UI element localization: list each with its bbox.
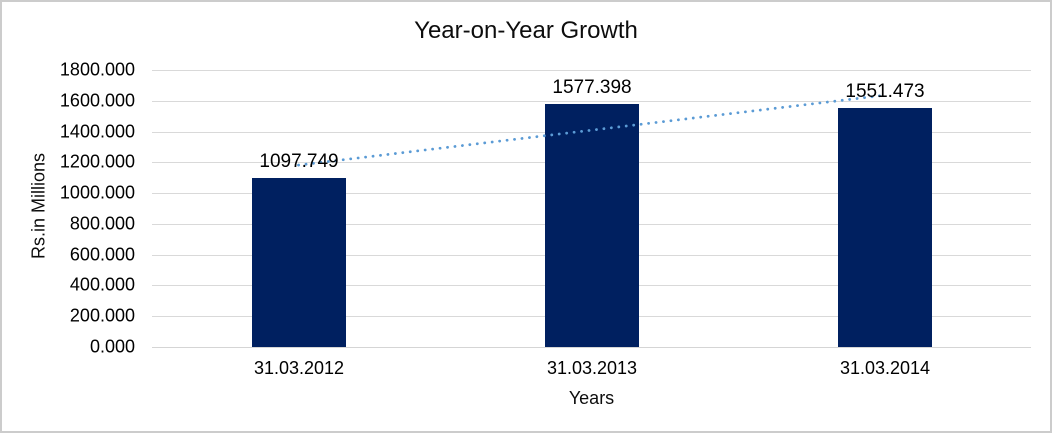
gridline [152, 70, 1031, 71]
data-label: 1097.749 [259, 151, 339, 172]
data-label: 1577.398 [552, 77, 632, 98]
y-tick-label: 600.000 [69, 244, 135, 265]
category-label: 31.03.2012 [253, 358, 345, 378]
y-tick-label: 800.000 [69, 213, 135, 234]
y-tick-label: 1400.000 [59, 121, 135, 142]
category-label: 31.03.2013 [546, 358, 638, 378]
bar-31.03.2014 [838, 108, 932, 347]
y-tick-label: 0.000 [89, 336, 135, 357]
y-tick-label: 1200.000 [59, 151, 135, 172]
bar-31.03.2013 [545, 104, 639, 347]
chart-title: Year-on-Year Growth [414, 17, 638, 44]
category-label: 31.03.2014 [839, 358, 931, 378]
bar-31.03.2012 [252, 178, 346, 347]
y-tick-label: 1600.000 [59, 90, 135, 111]
x-axis-line [152, 347, 1031, 348]
y-tick-label: 400.000 [69, 274, 135, 295]
y-tick-label: 200.000 [69, 305, 135, 326]
y-tick-label: 1000.000 [59, 182, 135, 203]
y-tick-label: 1800.000 [59, 59, 135, 80]
data-label: 1551.473 [845, 81, 925, 102]
x-axis-title: Years [568, 388, 615, 408]
